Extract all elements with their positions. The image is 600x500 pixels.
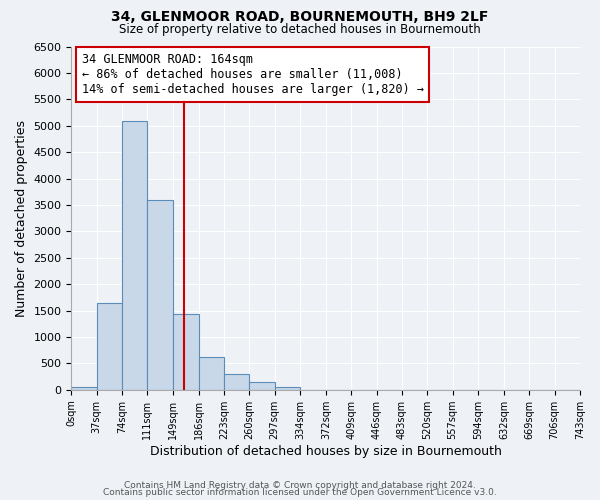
Bar (97, 302, 122, 390)
Bar (122, 122, 148, 390)
Bar (173, 314, 199, 390)
Bar (224, 374, 250, 390)
Y-axis label: Number of detached properties: Number of detached properties (15, 120, 28, 316)
X-axis label: Distribution of detached houses by size in Bournemouth: Distribution of detached houses by size … (150, 444, 502, 458)
Text: Contains public sector information licensed under the Open Government Licence v3: Contains public sector information licen… (103, 488, 497, 497)
Text: Contains HM Land Registry data © Crown copyright and database right 2024.: Contains HM Land Registry data © Crown c… (124, 480, 476, 490)
Bar (275, 386, 300, 390)
Bar (250, 382, 275, 390)
Bar (71, 386, 97, 390)
Bar (199, 357, 224, 390)
Text: 34 GLENMOOR ROAD: 164sqm
← 86% of detached houses are smaller (11,008)
14% of se: 34 GLENMOOR ROAD: 164sqm ← 86% of detach… (82, 54, 424, 96)
Text: 34, GLENMOOR ROAD, BOURNEMOUTH, BH9 2LF: 34, GLENMOOR ROAD, BOURNEMOUTH, BH9 2LF (112, 10, 488, 24)
Text: Size of property relative to detached houses in Bournemouth: Size of property relative to detached ho… (119, 22, 481, 36)
Bar (148, 200, 173, 390)
